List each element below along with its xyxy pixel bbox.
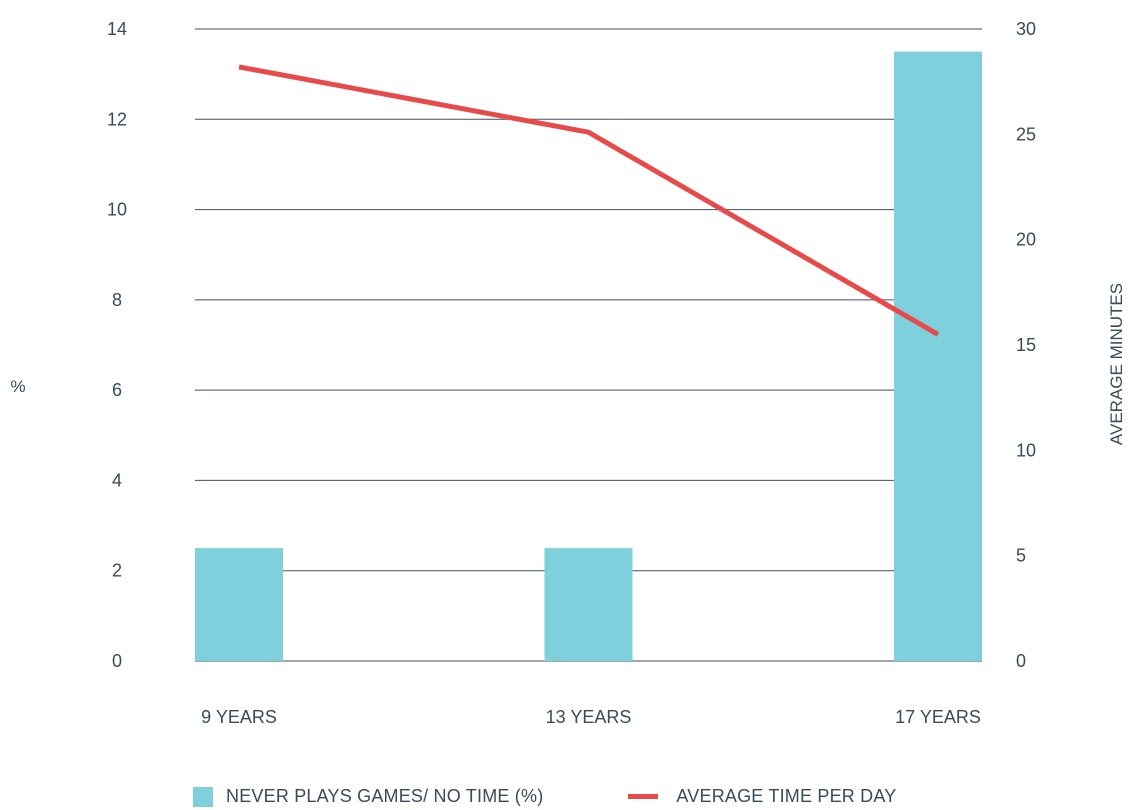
left-tick-label: 2 bbox=[112, 561, 122, 581]
legend-label-line: AVERAGE TIME PER DAY bbox=[676, 786, 897, 806]
x-tick-label: 9 YEARS bbox=[201, 707, 277, 727]
left-tick-label: 0 bbox=[112, 651, 122, 671]
x-axis-ticks: 9 YEARS 13 YEARS 17 YEARS bbox=[201, 707, 981, 727]
legend: NEVER PLAYS GAMES/ NO TIME (%) AVERAGE T… bbox=[193, 786, 896, 807]
right-axis-ticks: 0 5 10 15 20 25 30 bbox=[1016, 19, 1036, 671]
x-tick-label: 17 YEARS bbox=[895, 707, 981, 727]
right-tick-label: 15 bbox=[1016, 335, 1036, 355]
bar bbox=[894, 51, 982, 662]
right-tick-label: 0 bbox=[1016, 651, 1026, 671]
left-axis-label: % bbox=[10, 377, 25, 396]
line-series bbox=[238, 64, 940, 337]
gridlines bbox=[195, 28, 982, 662]
legend-label-bars: NEVER PLAYS GAMES/ NO TIME (%) bbox=[226, 786, 544, 806]
right-tick-label: 10 bbox=[1016, 440, 1036, 460]
bar bbox=[544, 548, 633, 661]
bar-series bbox=[195, 51, 982, 662]
right-axis-label: AVERAGE MINUTES bbox=[1107, 283, 1126, 445]
legend-item-bars: NEVER PLAYS GAMES/ NO TIME (%) bbox=[193, 786, 543, 807]
left-tick-label: 4 bbox=[112, 470, 122, 490]
legend-swatch-line bbox=[628, 794, 659, 799]
left-tick-label: 14 bbox=[107, 19, 127, 39]
right-tick-label: 25 bbox=[1016, 124, 1036, 144]
left-tick-label: 10 bbox=[107, 200, 127, 220]
right-tick-label: 5 bbox=[1016, 546, 1026, 566]
line-path bbox=[238, 64, 940, 337]
left-tick-label: 12 bbox=[107, 109, 127, 129]
left-axis-ticks: 0 2 4 6 8 10 12 14 bbox=[107, 19, 127, 671]
left-tick-label: 6 bbox=[112, 380, 122, 400]
right-tick-label: 30 bbox=[1016, 19, 1036, 39]
legend-item-line: AVERAGE TIME PER DAY bbox=[628, 786, 896, 807]
x-tick-label: 13 YEARS bbox=[546, 707, 632, 727]
bar bbox=[195, 548, 283, 661]
right-tick-label: 20 bbox=[1016, 230, 1036, 250]
legend-swatch-bar bbox=[193, 786, 213, 807]
left-tick-label: 8 bbox=[112, 290, 122, 310]
